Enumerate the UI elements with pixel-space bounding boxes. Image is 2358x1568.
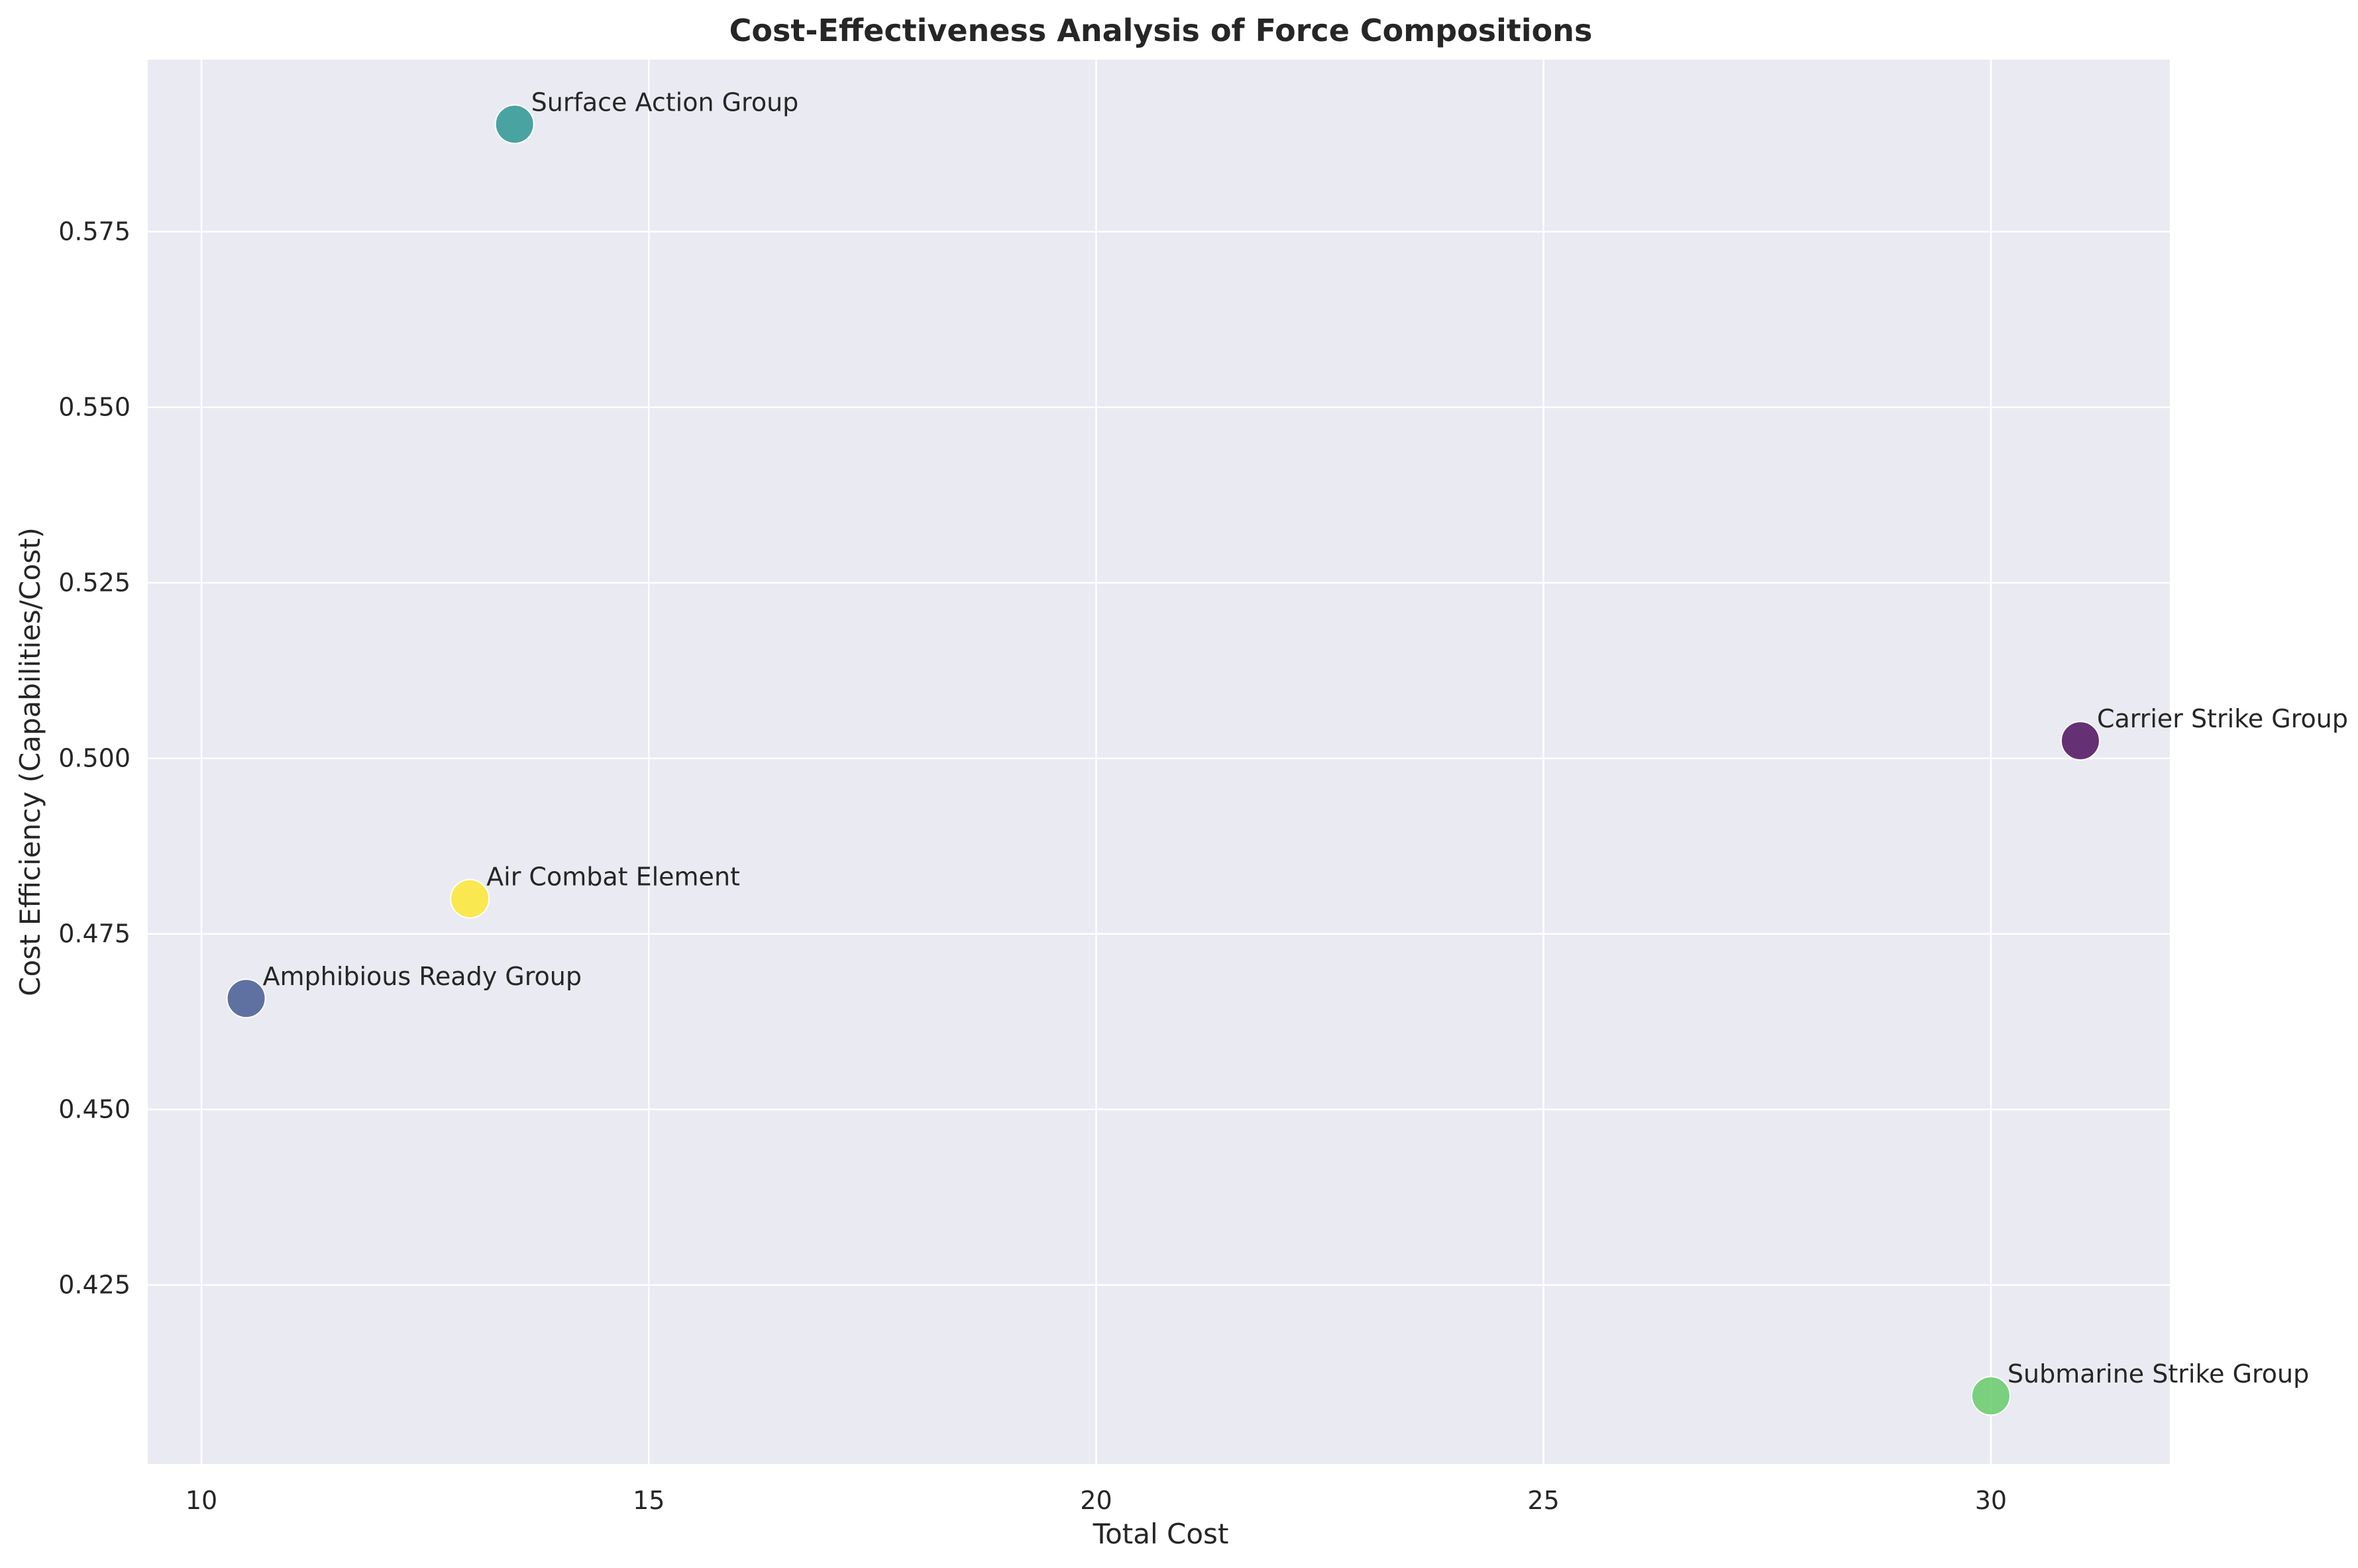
y-tick-label: 0.475 bbox=[58, 919, 131, 949]
point-label: Carrier Strike Group bbox=[2097, 704, 2348, 733]
point-label: Amphibious Ready Group bbox=[263, 962, 582, 991]
x-axis-label: Total Cost bbox=[1093, 1518, 1229, 1550]
x-tick-label: 25 bbox=[1528, 1486, 1560, 1515]
plot-area bbox=[148, 60, 2170, 1464]
data-point bbox=[2060, 721, 2100, 761]
point-label: Surface Action Group bbox=[531, 88, 799, 117]
data-point bbox=[450, 878, 490, 919]
point-labels: Carrier Strike Group Amphibious Ready Gro… bbox=[263, 88, 2348, 1389]
y-tick-label: 0.425 bbox=[58, 1271, 131, 1300]
y-tick-label: 0.575 bbox=[58, 217, 131, 246]
y-tick-label: 0.525 bbox=[58, 568, 131, 598]
data-point bbox=[494, 104, 535, 144]
grid-lines bbox=[148, 60, 2170, 1464]
y-tick-label: 0.500 bbox=[58, 744, 131, 773]
x-tick-label: 10 bbox=[186, 1486, 217, 1515]
data-points bbox=[226, 104, 2100, 1416]
x-tick-label: 30 bbox=[1975, 1486, 2007, 1515]
x-tick-label: 15 bbox=[633, 1486, 665, 1515]
point-label: Air Combat Element bbox=[486, 862, 740, 892]
data-point bbox=[1970, 1376, 2011, 1416]
x-tick-label: 20 bbox=[1080, 1486, 1112, 1515]
y-tick-label: 0.450 bbox=[58, 1095, 131, 1124]
chart-title: Cost-Effectiveness Analysis of Force Com… bbox=[729, 13, 1593, 48]
data-point bbox=[226, 978, 266, 1019]
y-axis-label: Cost Efficiency (Capabilities/Cost) bbox=[14, 527, 46, 996]
y-tick-label: 0.550 bbox=[58, 393, 131, 422]
x-axis-ticks: 10 15 20 25 30 bbox=[186, 1486, 2007, 1515]
point-label: Submarine Strike Group bbox=[2008, 1359, 2309, 1388]
y-axis-ticks: 0.425 0.450 0.475 0.500 0.525 0.550 0.575 bbox=[58, 217, 131, 1300]
